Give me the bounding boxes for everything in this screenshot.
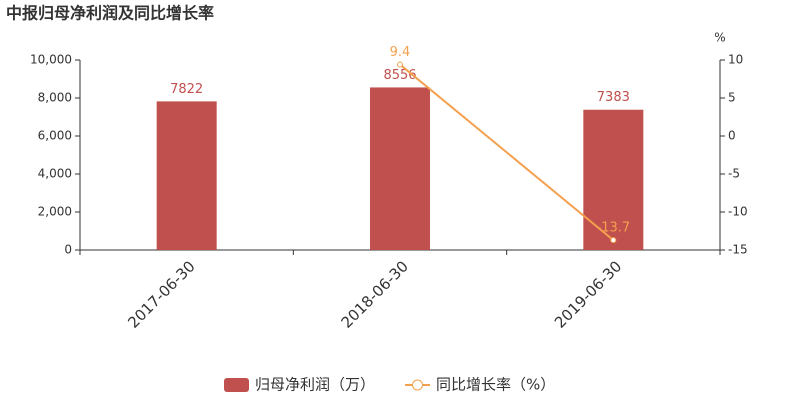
y2-tick-label: -10 — [728, 205, 748, 219]
x-tick-label: 2018-06-30 — [338, 257, 412, 331]
y2-tick-label: -5 — [728, 167, 740, 181]
chart-title: 中报归母净利润及同比增长率 — [6, 4, 214, 23]
y-tick-label: 10,000 — [30, 53, 72, 67]
legend-label: 归母净利润（万） — [255, 376, 375, 394]
legend-label: 同比增长率（%） — [436, 376, 555, 394]
y2-axis-label: % — [714, 31, 725, 45]
bar-value-label: 7383 — [597, 90, 630, 105]
line — [399, 63, 614, 241]
bar — [583, 109, 644, 251]
bar-value-label: 7822 — [170, 82, 203, 97]
y2-tick-label: 5 — [728, 91, 736, 105]
bar-value-label: 8556 — [383, 68, 416, 83]
y2-tick-label: -15 — [728, 243, 748, 257]
y-tick-label: 6,000 — [38, 129, 72, 143]
line-point — [397, 61, 403, 68]
y2-tick-label: 10 — [728, 53, 743, 67]
line-value-label: 9.4 — [390, 45, 411, 60]
y-tick-label: 2,000 — [38, 205, 72, 219]
line-point — [610, 237, 617, 244]
y-tick-label: 0 — [64, 243, 72, 257]
line-value-label: -13.7 — [597, 221, 631, 236]
legend-swatch — [224, 378, 249, 392]
y-tick-label: 8,000 — [38, 91, 72, 105]
bar — [370, 87, 430, 250]
bar — [156, 101, 217, 250]
legend-swatch-point — [412, 379, 424, 391]
y-tick-label: 4,000 — [38, 167, 72, 181]
x-tick-label: 2019-06-30 — [551, 257, 625, 331]
y2-tick-label: 0 — [728, 129, 736, 143]
x-tick-label: 2017-06-30 — [124, 257, 198, 331]
